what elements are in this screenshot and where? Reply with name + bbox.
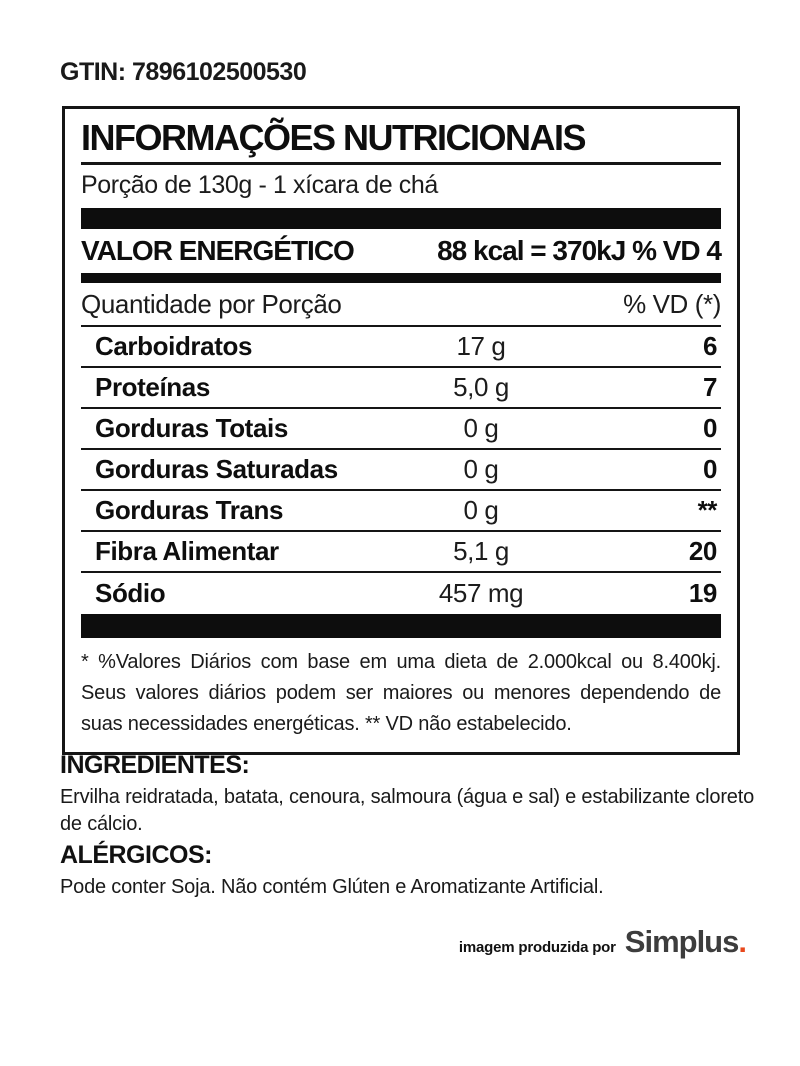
energy-label: VALOR ENERGÉTICO (81, 235, 355, 266)
nutrient-amount: 0 g (463, 495, 499, 525)
nutrient-name: Proteínas (95, 372, 210, 402)
nutrient-amount: 5,1 g (453, 536, 509, 566)
simplus-logo: Simplus. (624, 924, 747, 960)
nutrition-facts-box: INFORMAÇÕES NUTRICIONAIS Porção de 130g … (62, 106, 740, 755)
daily-values-footnote: * %Valores Diários com base em uma dieta… (81, 651, 721, 735)
nutrient-name: Fibra Alimentar (95, 536, 279, 566)
nutrient-name: Gorduras Totais (95, 413, 288, 443)
nutrient-amount: 0 g (463, 413, 499, 443)
nutrient-name: Gorduras Trans (95, 495, 284, 525)
table-row: Sódio 457 mg 19 (81, 573, 721, 614)
separator-bar-bottom (81, 614, 721, 638)
separator-bar-mid (81, 273, 721, 283)
nutrition-title: INFORMAÇÕES NUTRICIONAIS (81, 117, 587, 158)
nutrient-name: Gorduras Saturadas (95, 454, 338, 484)
simplus-wordmark: Simplus (624, 924, 740, 959)
column-headers: Quantidade por Porção % VD (*) (81, 288, 721, 327)
nutrient-dv: 19 (688, 578, 718, 608)
nutrient-amount: 457 mg (438, 578, 524, 608)
title-divider (81, 162, 721, 165)
nutrient-amount: 5,0 g (453, 372, 509, 402)
nutrient-dv: 6 (702, 331, 717, 361)
dv-column-header: % VD (*) (623, 289, 721, 319)
nutrient-amount: 0 g (463, 454, 499, 484)
nutrient-name: Sódio (95, 578, 166, 608)
table-row: Gorduras Totais 0 g 0 (81, 409, 721, 450)
producer-credit: imagem produzida por Simplus. (458, 924, 747, 960)
nutrient-dv: 0 (702, 454, 717, 484)
energy-row: VALOR ENERGÉTICO 88 kcal = 370kJ % VD 4 (81, 234, 722, 267)
nutrient-rows: Carboidratos 17 g 6 Proteínas 5,0 g 7 Go… (81, 327, 721, 614)
table-row: Fibra Alimentar 5,1 g 20 (81, 532, 721, 573)
separator-bar-top (81, 208, 721, 229)
table-row: Carboidratos 17 g 6 (81, 327, 721, 368)
ingredients-text: Ervilha reidratada, batata, cenoura, sal… (60, 786, 755, 835)
table-row: Proteínas 5,0 g 7 (81, 368, 721, 409)
gtin-code: GTIN: 7896102500530 (60, 58, 307, 86)
quantity-column-header: Quantidade por Porção (81, 289, 342, 319)
credit-prefix: imagem produzida por (458, 939, 616, 956)
nutrient-amount: 17 g (456, 331, 506, 361)
nutrient-dv: ** (697, 495, 718, 525)
nutrient-dv: 0 (702, 413, 717, 443)
simplus-logo-dot: . (738, 924, 747, 959)
table-row: Gorduras Trans 0 g ** (81, 491, 721, 532)
ingredients-heading: INGREDIENTES: (60, 751, 250, 779)
energy-value: 88 kcal = 370kJ % VD 4 (437, 235, 722, 266)
nutrient-dv: 7 (702, 372, 717, 402)
serving-size: Porção de 130g - 1 xícara de chá (81, 171, 438, 199)
allergens-text: Pode conter Soja. Não contém Glúten e Ar… (60, 876, 604, 898)
allergens-heading: ALÉRGICOS: (60, 841, 212, 869)
nutrient-name: Carboidratos (95, 331, 253, 361)
table-row: Gorduras Saturadas 0 g 0 (81, 450, 721, 491)
nutrient-dv: 20 (688, 536, 718, 566)
